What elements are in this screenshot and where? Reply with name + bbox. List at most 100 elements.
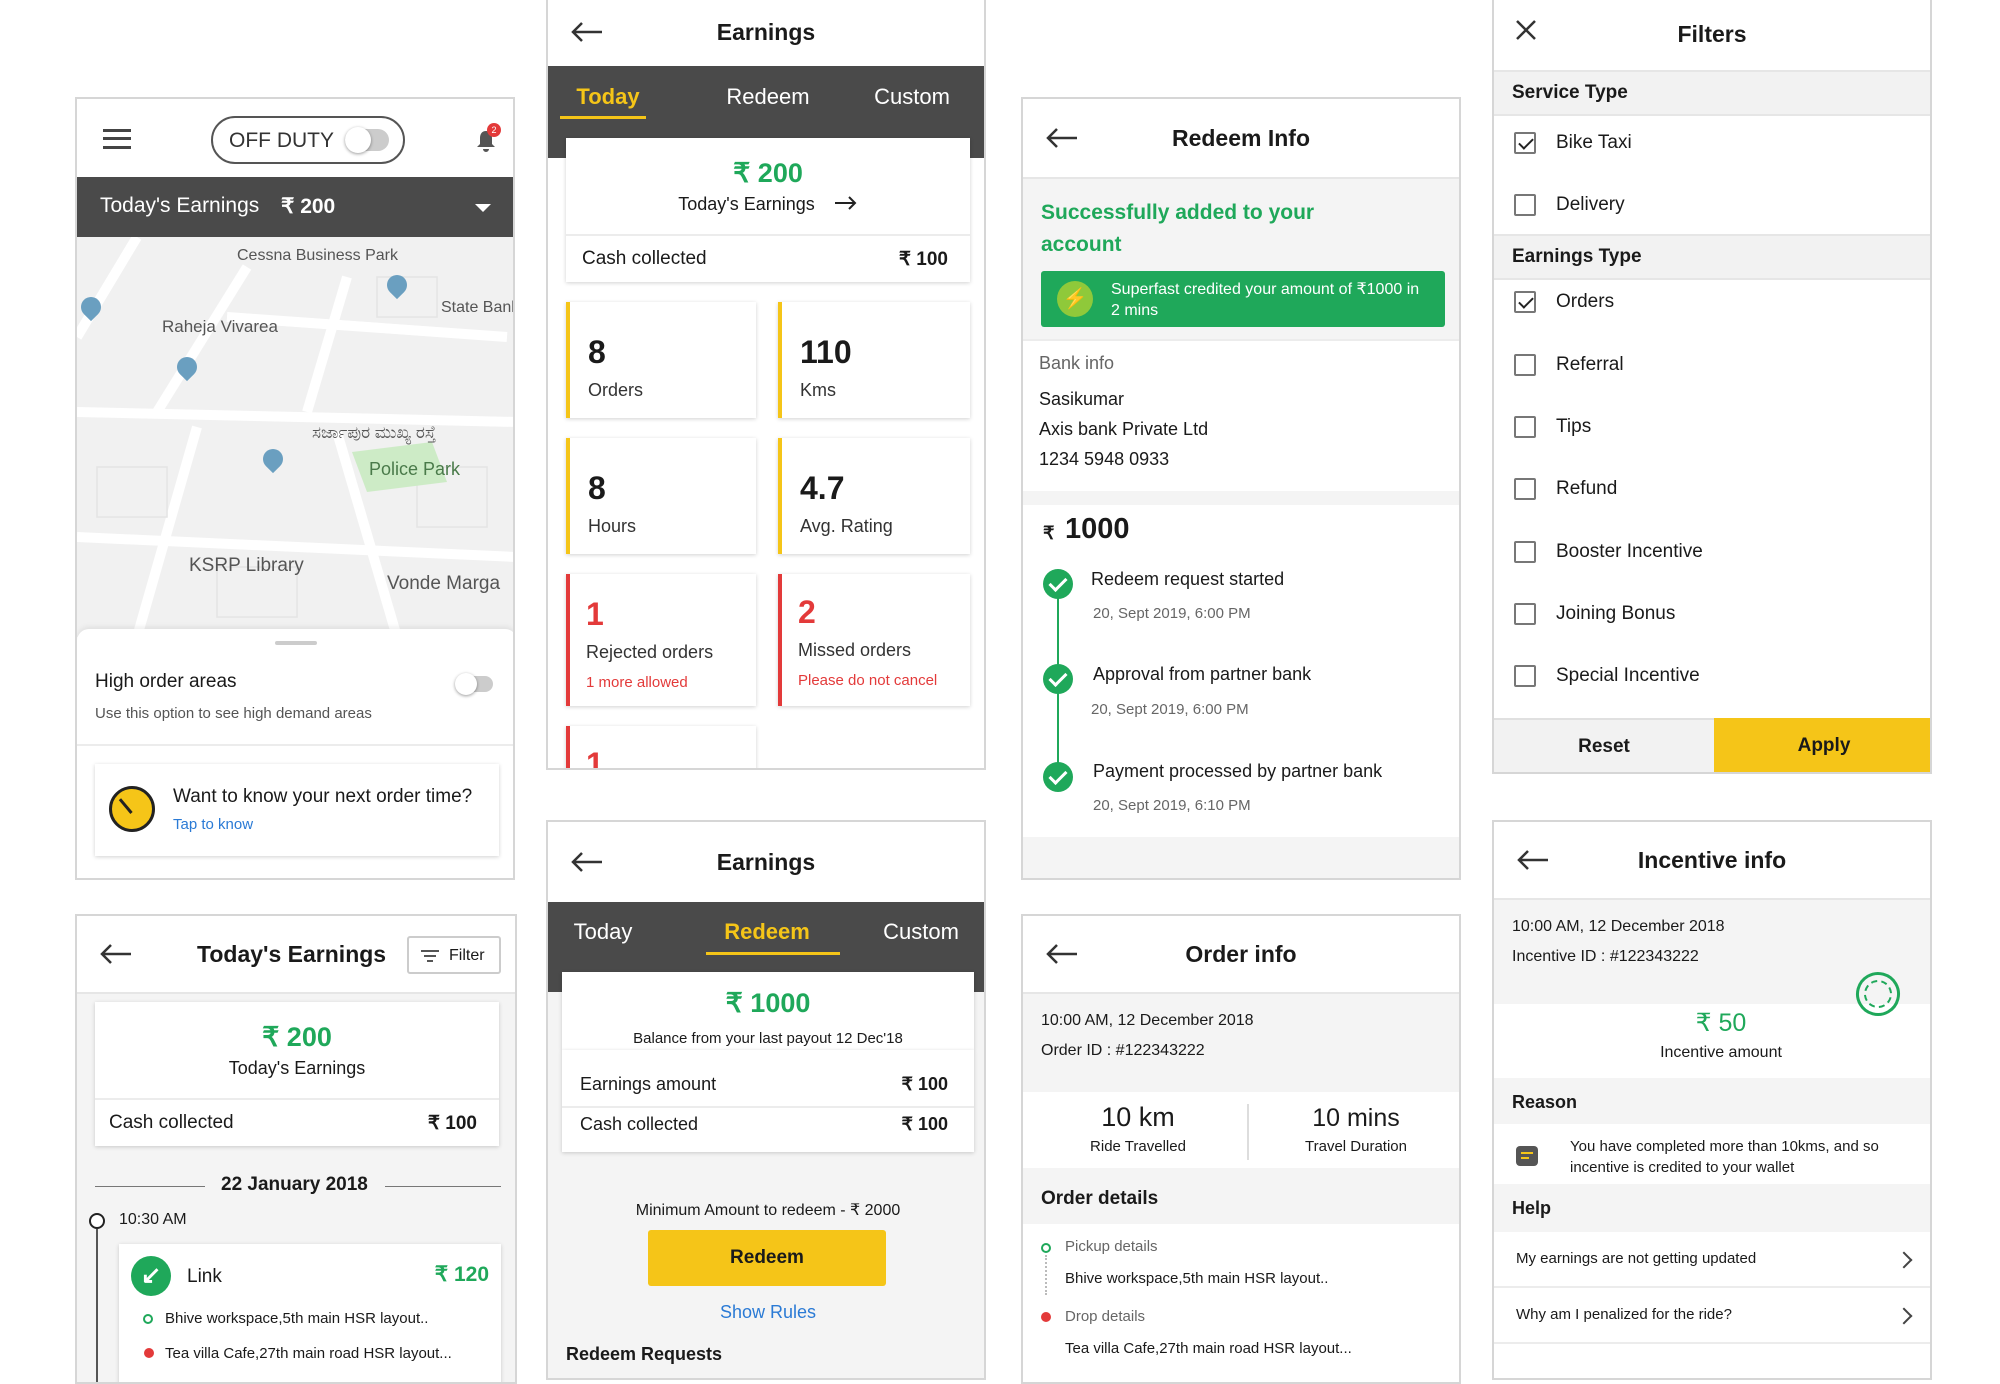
redeem-button[interactable]: Redeem: [648, 1230, 886, 1286]
help-item[interactable]: Why am I penalized for the ride?: [1494, 1288, 1930, 1344]
filter-label: Delivery: [1556, 194, 1625, 215]
tab-custom[interactable]: Custom: [883, 919, 959, 944]
cash-label: Cash collected: [580, 1114, 699, 1134]
credit-banner: ⚡ Superfast credited your amount of ₹100…: [1041, 271, 1445, 327]
tab-today[interactable]: Today: [576, 84, 640, 109]
stat-card: 8 Orders: [566, 302, 756, 418]
cash-value: ₹ 100: [901, 1114, 949, 1134]
page-title: Earnings: [716, 18, 816, 45]
filter-label: Joining Bonus: [1556, 603, 1676, 624]
ride-stats: 10 km Ride Travelled 10 mins Travel Dura…: [1023, 1092, 1459, 1168]
stat-card: 1: [566, 726, 756, 768]
checkbox-delivery[interactable]: [1514, 194, 1536, 216]
close-icon[interactable]: [1514, 18, 1538, 42]
duty-label: OFF DUTY: [229, 129, 334, 152]
header: Incentive info: [1494, 822, 1930, 900]
header: Today's Earnings Filter: [77, 916, 515, 994]
back-arrow-icon[interactable]: [99, 943, 133, 965]
stat-note: 1 more allowed: [586, 674, 688, 691]
step-date: 20, Sept 2019, 6:00 PM: [1093, 605, 1251, 622]
checkbox-refund[interactable]: [1514, 478, 1536, 500]
earnings-link[interactable]: Today's Earnings: [566, 194, 970, 215]
high-order-title: High order areas: [95, 671, 237, 692]
incentive-amount-label: Incentive amount: [1660, 1044, 1782, 1061]
help-item-label: Why am I penalized for the ride?: [1516, 1306, 1732, 1323]
checkbox-orders[interactable]: [1514, 291, 1536, 313]
bank-holder: Sasikumar: [1039, 389, 1125, 409]
checkbox-joining-bonus[interactable]: [1514, 603, 1536, 625]
filter-icon: [421, 950, 439, 962]
tab-redeem[interactable]: Redeem: [724, 919, 810, 944]
pickup-dot-icon: [1041, 1243, 1051, 1253]
earnings-bar-label: Today's Earnings: [100, 194, 260, 217]
chevron-right-icon: [1895, 1307, 1913, 1325]
next-order-card[interactable]: Want to know your next order time? Tap t…: [95, 764, 499, 856]
order-info-screen: Order info 10:00 AM, 12 December 2018 Or…: [1021, 914, 1461, 1384]
checkbox-referral[interactable]: [1514, 354, 1536, 376]
stat-label: Rejected orders: [586, 642, 714, 662]
help-item-label: My earnings are not getting updated: [1516, 1250, 1757, 1267]
reset-button[interactable]: Reset: [1494, 718, 1714, 772]
stat-value: 1: [586, 596, 604, 632]
balance-card: ₹ 1000 Balance from your last payout 12 …: [562, 972, 974, 1050]
trip-type: Link: [187, 1266, 222, 1287]
home-screen: OFF DUTY 2 Today's Earnings ₹ 200 Cessna…: [75, 97, 515, 880]
tab-today[interactable]: Today: [573, 919, 633, 944]
page-title: Filters: [1677, 20, 1747, 47]
tap-to-know-link[interactable]: Tap to know: [173, 816, 254, 833]
stat-value: 4.7: [800, 470, 845, 506]
earnings-type-heading: Earnings Type: [1512, 246, 1642, 267]
check-icon: [1043, 664, 1073, 694]
stat-value: 110: [800, 334, 852, 370]
earnings-bar[interactable]: Today's Earnings ₹ 200: [77, 177, 513, 237]
back-arrow-icon[interactable]: [1516, 849, 1550, 871]
header: Earnings: [548, 822, 984, 902]
order-details-heading: Order details: [1041, 1188, 1159, 1209]
bell-icon[interactable]: 2: [475, 123, 501, 152]
map-label: ಸರ್ಜಾಪುರ ಮುಖ್ಯ ರಸ್ತೆ: [312, 423, 436, 442]
drop-pin-icon: [1041, 1312, 1051, 1322]
chevron-down-icon[interactable]: [475, 204, 491, 212]
stat-value: 2: [798, 594, 816, 630]
checkbox-bike-taxi[interactable]: [1514, 132, 1536, 154]
earnings-redeem-screen: Earnings Today Redeem Custom ₹ 1000 Bala…: [546, 820, 986, 1380]
back-arrow-icon[interactable]: [570, 21, 604, 43]
menu-icon[interactable]: [103, 129, 131, 149]
bank-info-label: Bank info: [1039, 353, 1115, 373]
filter-label: Bike Taxi: [1556, 132, 1632, 153]
back-arrow-icon[interactable]: [570, 851, 604, 873]
reason-heading: Reason: [1512, 1092, 1578, 1112]
map-label: Police Park: [369, 459, 461, 479]
earnings-amount-label: Earnings amount: [580, 1074, 717, 1094]
earnings-bar-value: ₹ 200: [281, 195, 336, 218]
sheet-handle[interactable]: [275, 641, 317, 645]
checkbox-booster-incentive[interactable]: [1514, 541, 1536, 563]
stat-card: 4.7 Avg. Rating: [778, 438, 970, 554]
show-rules-link[interactable]: Show Rules: [719, 1302, 817, 1322]
timeline-line: [96, 1229, 98, 1382]
bank-name: Axis bank Private Ltd: [1039, 419, 1209, 439]
cash-label: Cash collected: [109, 1112, 234, 1133]
trip-card[interactable]: ↙ Link ₹ 120 Bhive workspace,5th main HS…: [119, 1244, 501, 1382]
tab-custom[interactable]: Custom: [874, 84, 950, 109]
map-label: Vonde Marga: [387, 573, 501, 594]
high-order-toggle[interactable]: [455, 673, 493, 695]
pickup-address: Bhive workspace,5th main HSR layout..: [1065, 1270, 1329, 1287]
back-arrow-icon[interactable]: [1045, 943, 1079, 965]
checkbox-special-incentive[interactable]: [1514, 665, 1536, 687]
checkbox-tips[interactable]: [1514, 416, 1536, 438]
high-order-sub: Use this option to see high demand areas: [95, 705, 372, 722]
apply-button[interactable]: Apply: [1714, 718, 1930, 772]
back-arrow-icon[interactable]: [1045, 127, 1079, 149]
help-item[interactable]: My earnings are not getting updated: [1494, 1232, 1930, 1288]
check-icon: [1043, 762, 1073, 792]
map[interactable]: Cessna Business Park State Bank Raheja V…: [77, 237, 513, 637]
duty-switch[interactable]: [345, 127, 389, 153]
stat-note: Please do not cancel: [798, 672, 938, 689]
tab-redeem[interactable]: Redeem: [726, 84, 810, 109]
duty-toggle[interactable]: OFF DUTY: [211, 116, 405, 164]
check-icon: [1043, 569, 1073, 599]
summary-card: ₹ 200 Today's Earnings Cash collected ₹ …: [566, 138, 970, 282]
filter-button[interactable]: Filter: [407, 936, 501, 974]
step-title: Redeem request started: [1091, 569, 1285, 589]
